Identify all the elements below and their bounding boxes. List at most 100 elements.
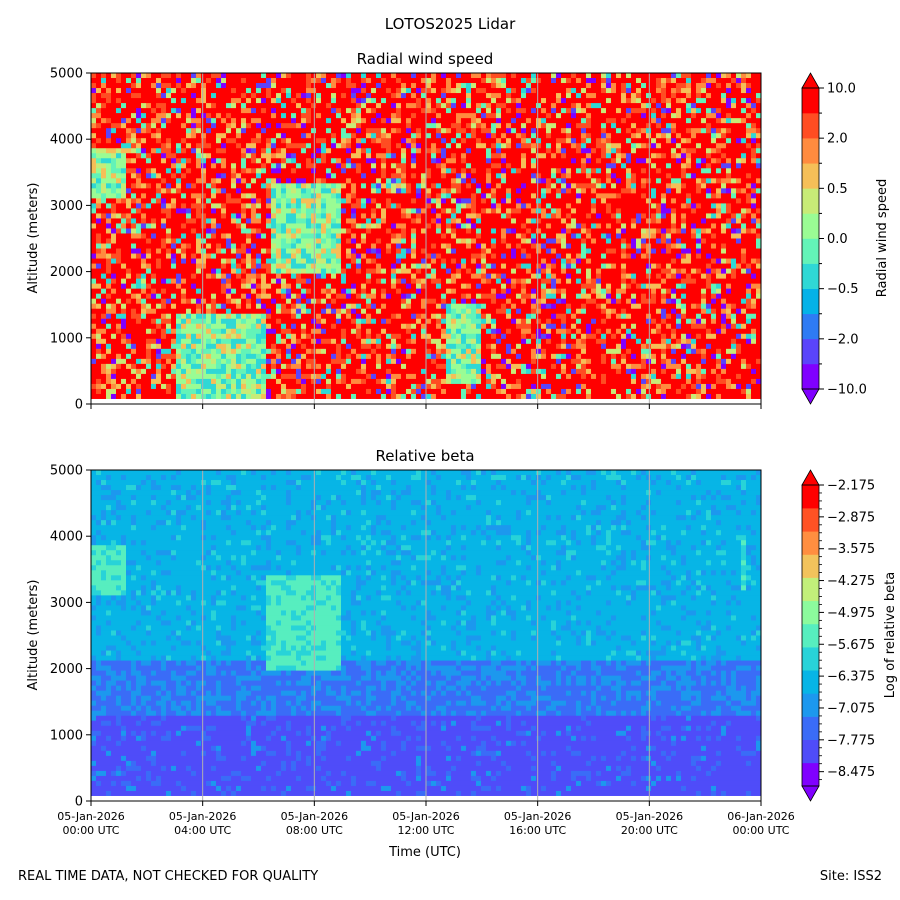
heatmap-cell	[456, 393, 462, 400]
heatmap-cell	[176, 143, 182, 149]
heatmap-cell	[111, 363, 117, 370]
heatmap-cell	[451, 148, 457, 154]
heatmap-cell	[161, 198, 167, 204]
heatmap-cell	[391, 133, 397, 139]
heatmap-cell	[271, 218, 277, 224]
heatmap-cell	[351, 263, 357, 269]
heatmap-cell	[361, 213, 367, 219]
heatmap-cell	[151, 323, 157, 330]
heatmap-cell	[326, 283, 332, 290]
heatmap-cell	[191, 363, 197, 370]
heatmap-cell	[321, 153, 327, 159]
heatmap-cell	[186, 103, 192, 109]
heatmap-cell	[346, 108, 352, 114]
heatmap-cell	[211, 168, 217, 174]
heatmap-cell	[386, 333, 392, 340]
heatmap-cell	[286, 143, 292, 149]
heatmap-cell	[376, 313, 382, 320]
heatmap-cell	[456, 98, 462, 104]
heatmap-cell	[431, 228, 437, 234]
heatmap-cell	[376, 208, 382, 214]
heatmap-cell	[451, 228, 457, 234]
heatmap-cell	[201, 98, 207, 104]
heatmap-cell	[461, 328, 467, 335]
heatmap-cell	[281, 143, 287, 149]
heatmap-cell	[276, 253, 282, 259]
heatmap-cell	[191, 398, 197, 404]
heatmap-cell	[111, 143, 117, 149]
heatmap-cell	[276, 73, 282, 79]
heatmap-cell	[106, 238, 112, 244]
heatmap-cell	[321, 208, 327, 214]
heatmap-cell	[226, 263, 232, 269]
heatmap-cell	[216, 88, 222, 94]
heatmap-cell	[251, 213, 257, 219]
heatmap-cell	[96, 123, 102, 129]
heatmap-cell	[316, 253, 322, 259]
heatmap-cell	[116, 358, 122, 365]
heatmap-cell	[371, 308, 377, 315]
heatmap-cell	[266, 398, 272, 404]
heatmap-cell	[291, 303, 297, 310]
heatmap-cell	[436, 313, 442, 320]
heatmap-cell	[141, 398, 147, 404]
heatmap-cell	[391, 113, 397, 119]
heatmap-cell	[176, 178, 182, 184]
heatmap-cell	[166, 78, 172, 84]
heatmap-cell	[306, 118, 312, 124]
heatmap-cell	[376, 193, 382, 199]
heatmap-cell	[241, 318, 247, 325]
heatmap-cell	[256, 188, 262, 194]
heatmap-cell	[291, 103, 297, 109]
heatmap-cell	[236, 288, 242, 295]
heatmap-cell	[121, 208, 127, 214]
heatmap-cell	[321, 268, 327, 275]
heatmap-cell	[281, 398, 287, 404]
heatmap-cell	[141, 373, 147, 380]
heatmap-cell	[386, 228, 392, 234]
heatmap-cell	[311, 138, 317, 144]
heatmap-cell	[401, 393, 407, 400]
heatmap-cell	[446, 373, 452, 380]
heatmap-cell	[291, 268, 297, 275]
heatmap-cell	[211, 233, 217, 239]
heatmap-cell	[291, 143, 297, 149]
heatmap-cell	[176, 128, 182, 134]
heatmap-cell	[111, 118, 117, 124]
heatmap-cell	[251, 163, 257, 169]
heatmap-cell	[291, 168, 297, 174]
heatmap-cell	[161, 83, 167, 89]
heatmap-cell	[226, 183, 232, 189]
heatmap-cell	[346, 258, 352, 264]
heatmap-cell	[291, 398, 297, 404]
heatmap-cell	[266, 388, 272, 395]
heatmap-cell	[336, 363, 342, 370]
heatmap-cell	[216, 203, 222, 209]
heatmap-cell	[241, 398, 247, 404]
heatmap-cell	[151, 343, 157, 350]
heatmap-cell	[231, 288, 237, 295]
heatmap-cell	[231, 263, 237, 269]
heatmap-cell	[201, 348, 207, 355]
heatmap-cell	[211, 213, 217, 219]
heatmap-cell	[281, 83, 287, 89]
heatmap-cell	[196, 243, 202, 249]
heatmap-cell	[186, 293, 192, 300]
heatmap-cell	[346, 148, 352, 154]
heatmap-cell	[96, 343, 102, 350]
heatmap-cell	[316, 73, 322, 79]
heatmap-cell	[226, 173, 232, 179]
heatmap-cell	[431, 303, 437, 310]
heatmap-cell	[376, 173, 382, 179]
heatmap-cell	[396, 203, 402, 209]
heatmap-cell	[326, 123, 332, 129]
heatmap-cell	[246, 393, 252, 400]
heatmap-cell	[461, 213, 467, 219]
heatmap-cell	[436, 303, 442, 310]
heatmap-cell	[306, 303, 312, 310]
heatmap-cell	[346, 323, 352, 330]
heatmap-cell	[281, 373, 287, 380]
heatmap-cell	[311, 213, 317, 219]
heatmap-cell	[201, 138, 207, 144]
heatmap-cell	[191, 188, 197, 194]
